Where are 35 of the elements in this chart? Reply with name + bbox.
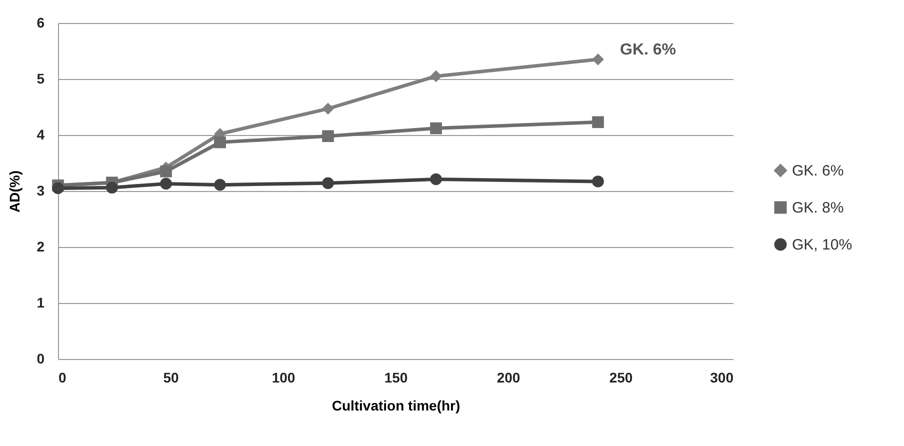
- point: [214, 178, 226, 191]
- x-tick-label: 200: [496, 370, 520, 386]
- point: [592, 116, 604, 128]
- point: [160, 165, 172, 178]
- y-tick-label: 6: [36, 14, 45, 30]
- point: [52, 182, 64, 194]
- x-tick-label: 250: [609, 370, 633, 386]
- point: [592, 53, 604, 66]
- point: [322, 130, 334, 142]
- y-tick-label: 0: [36, 350, 45, 366]
- annotation: GK. 6%: [620, 41, 676, 58]
- point: [214, 136, 226, 148]
- x-tick-label: 0: [58, 370, 66, 386]
- y-axis-title: AD(%): [6, 170, 23, 212]
- point: [430, 70, 442, 82]
- y-tick-label: 1: [36, 294, 45, 310]
- point: [322, 102, 334, 115]
- x-tick-label: 300: [710, 370, 734, 386]
- point: [160, 178, 172, 190]
- legend-label: GK. 8%: [792, 200, 844, 216]
- y-tick-label: 5: [36, 70, 45, 86]
- x-axis-title: Cultivation time(hr): [332, 398, 460, 414]
- x-tick-label: 50: [163, 370, 179, 386]
- x-tick-label: 150: [384, 370, 408, 386]
- point: [322, 177, 334, 190]
- x-tick-label: 100: [272, 370, 296, 386]
- point: [106, 182, 118, 194]
- legend-label: GK, 10%: [792, 236, 852, 254]
- y-tick-label: 2: [36, 238, 45, 254]
- y-tick-label: 4: [36, 126, 45, 142]
- point: [430, 173, 442, 186]
- point: [592, 176, 604, 188]
- legend-label: GK. 6%: [792, 162, 844, 180]
- point: [430, 122, 442, 134]
- y-tick-label: 3: [36, 182, 45, 198]
